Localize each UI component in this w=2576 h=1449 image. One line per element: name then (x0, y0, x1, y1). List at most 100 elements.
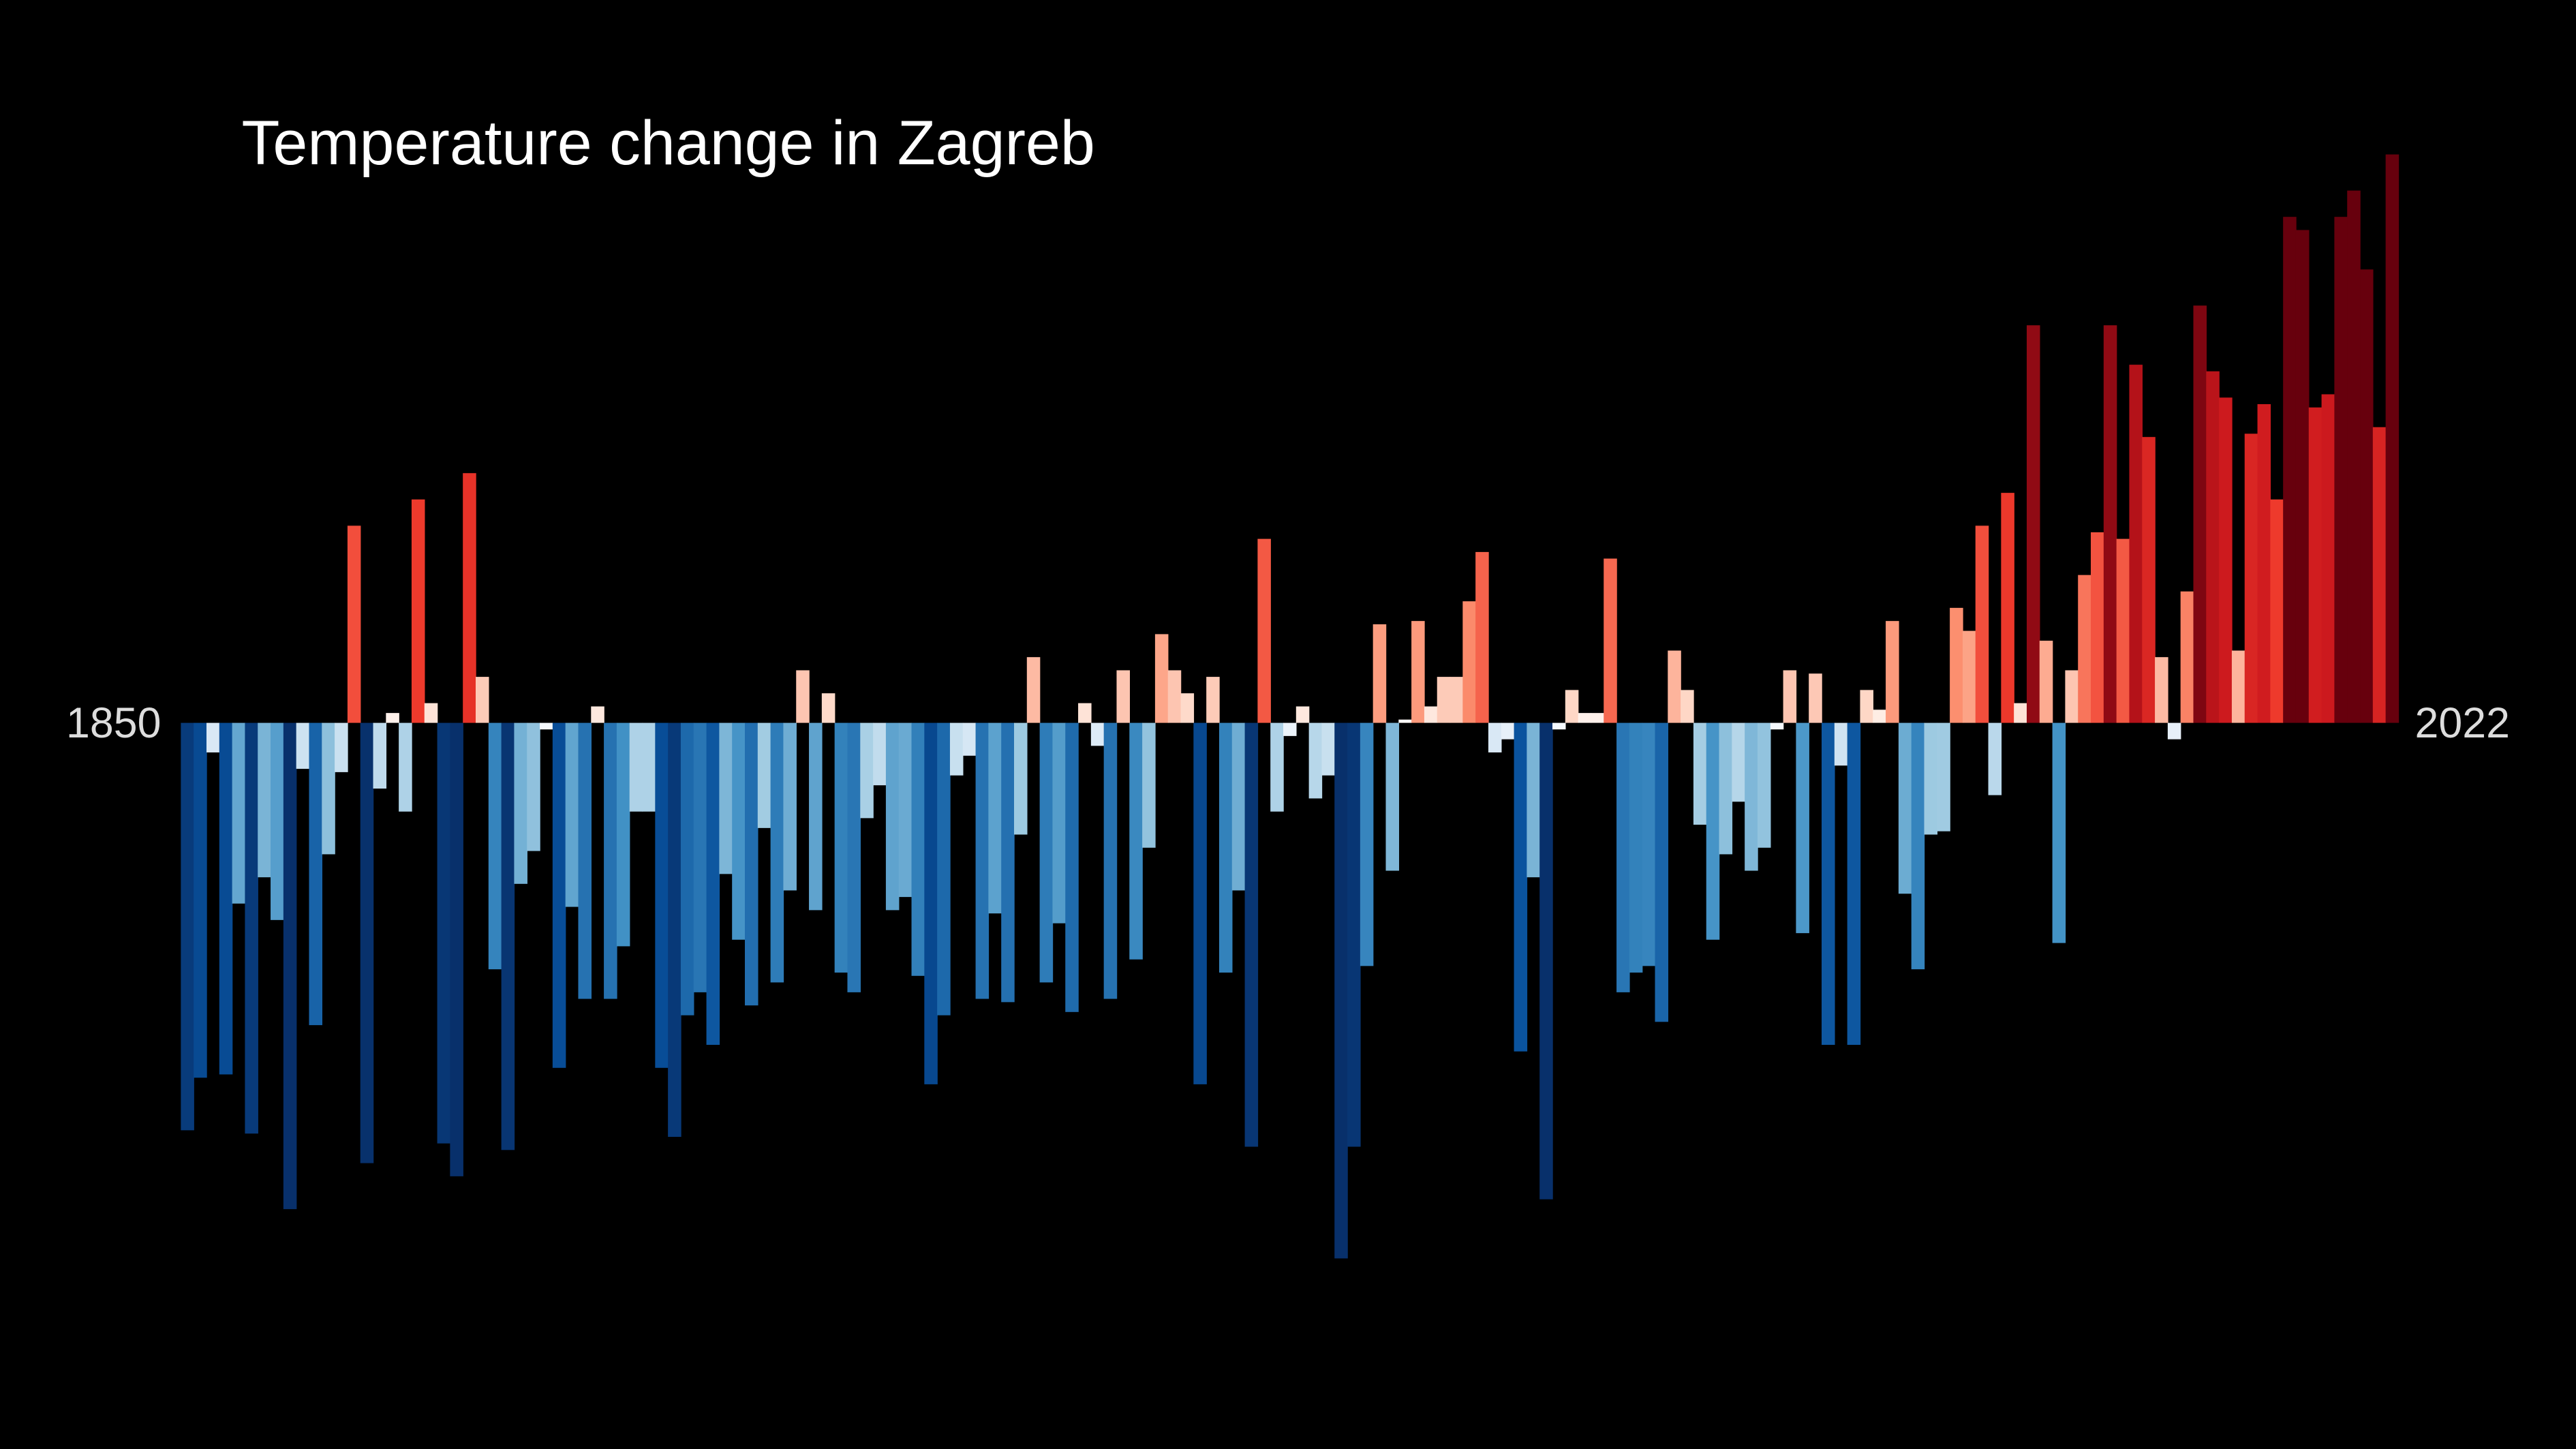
bar (527, 722, 540, 851)
bar (1886, 621, 1899, 723)
bar (2039, 641, 2053, 723)
bar (245, 722, 258, 1134)
bar (181, 722, 194, 1131)
bar (1193, 722, 1207, 1084)
bar (322, 722, 335, 855)
bar (783, 722, 797, 891)
x-tick-label: 2022 (2415, 699, 2510, 747)
bar (1937, 722, 1950, 832)
bar (347, 525, 361, 723)
bar (2078, 575, 2091, 723)
bar (911, 722, 925, 976)
bar (1373, 624, 1387, 723)
bar (962, 722, 977, 756)
bar (1450, 677, 1464, 723)
bar (655, 722, 669, 1068)
bar (258, 722, 271, 878)
bar (1398, 719, 1412, 723)
bar (2231, 650, 2245, 723)
bar (1822, 722, 1835, 1046)
bar (1283, 722, 1297, 736)
bar (680, 722, 694, 1016)
bar (475, 677, 489, 723)
bar (2334, 217, 2348, 723)
bar (2372, 427, 2387, 723)
bar (1129, 722, 1143, 960)
bar (1693, 722, 1707, 825)
bar (271, 722, 284, 920)
chart-title: Temperature change in Zagreb (242, 108, 1095, 178)
bar (1218, 722, 1233, 973)
bar (1514, 722, 1528, 1052)
bar (1539, 722, 1553, 1200)
bar (988, 722, 1002, 914)
bar (1552, 722, 1566, 730)
bar (514, 722, 527, 884)
bar (1962, 630, 1976, 723)
bar (309, 722, 322, 1026)
bar (1142, 722, 1156, 848)
bar (194, 722, 207, 1078)
bar (1270, 722, 1284, 812)
bar (578, 722, 592, 999)
bar (1911, 722, 1925, 970)
bar (757, 722, 771, 828)
bar (2026, 325, 2040, 723)
bar (1642, 722, 1656, 966)
bar (1116, 670, 1131, 723)
bar (1154, 634, 1169, 723)
bar (1206, 677, 1220, 723)
bar (386, 713, 399, 723)
bar (693, 722, 707, 992)
bar (1745, 722, 1758, 871)
bar (1308, 722, 1323, 799)
bar (1231, 722, 1246, 891)
bar (1001, 722, 1015, 1003)
bar (463, 473, 476, 723)
bar (949, 722, 964, 776)
bar (2308, 407, 2322, 723)
bar (2167, 722, 2181, 739)
bar (937, 722, 951, 1016)
bar (1462, 601, 1476, 723)
bar (924, 722, 938, 1084)
bar (1604, 558, 1617, 723)
bar (2257, 403, 2271, 723)
bar (1578, 713, 1592, 723)
bar (2347, 190, 2361, 723)
bar (2091, 532, 2104, 723)
bar (642, 722, 656, 812)
bar (975, 722, 990, 999)
bar (706, 722, 720, 1046)
bar (450, 722, 463, 1176)
bar (1475, 551, 1489, 723)
bar (1437, 677, 1451, 723)
bar (1527, 722, 1540, 878)
bar (1655, 722, 1669, 1022)
bar (488, 722, 502, 970)
bar (2206, 371, 2220, 723)
bar (1103, 722, 1118, 999)
bar (1065, 722, 1079, 1012)
bar (2129, 365, 2143, 723)
bar (1321, 722, 1335, 776)
bar (1783, 670, 1797, 723)
bar (1090, 722, 1105, 746)
x-tick-label: 1850 (66, 699, 161, 747)
bar (898, 722, 913, 898)
bar (1770, 722, 1784, 730)
bar (1616, 722, 1630, 992)
bar (1719, 722, 1733, 855)
bar (2219, 397, 2233, 723)
bar (1668, 650, 1681, 723)
bar (1295, 706, 1310, 723)
bar (1026, 657, 1041, 723)
bar (399, 722, 412, 812)
bar (2321, 394, 2335, 723)
bar (2360, 269, 2374, 723)
bar (373, 722, 387, 789)
bar (1347, 722, 1361, 1147)
bar (732, 722, 746, 940)
bar (552, 722, 566, 1068)
